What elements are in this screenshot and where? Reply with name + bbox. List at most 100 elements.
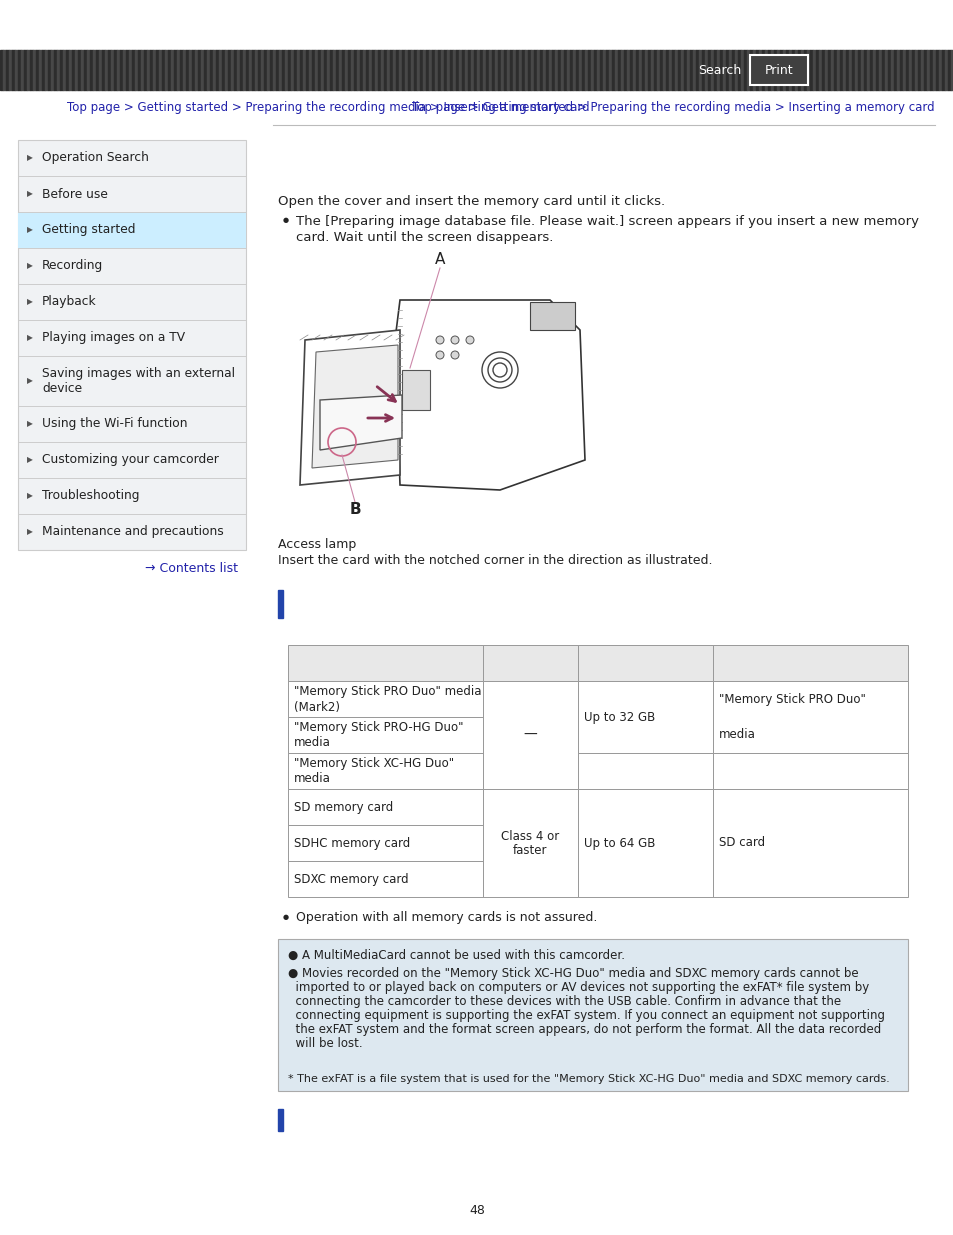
Bar <box>707 49 710 90</box>
Text: ▶: ▶ <box>27 492 33 500</box>
Bar <box>597 49 599 90</box>
Bar <box>872 49 875 90</box>
Bar <box>117 49 120 90</box>
Bar <box>320 49 324 90</box>
Bar <box>108 49 111 90</box>
Text: B: B <box>349 503 360 517</box>
Bar <box>497 49 500 90</box>
Text: → Contents list: → Contents list <box>145 562 237 574</box>
Bar <box>27 49 30 90</box>
Bar <box>713 49 717 90</box>
Bar <box>599 49 602 90</box>
Bar <box>273 49 275 90</box>
Bar <box>252 49 254 90</box>
Bar <box>944 49 947 90</box>
Bar <box>464 49 468 90</box>
Bar <box>578 753 712 789</box>
Bar <box>482 49 485 90</box>
Bar <box>233 49 236 90</box>
Bar <box>309 49 312 90</box>
Bar <box>537 49 539 90</box>
Bar <box>345 49 348 90</box>
Bar <box>605 49 608 90</box>
Bar <box>569 49 573 90</box>
Bar <box>875 49 878 90</box>
Bar <box>578 789 712 897</box>
Circle shape <box>436 336 443 345</box>
Bar <box>761 49 764 90</box>
Bar <box>578 680 712 753</box>
Bar <box>401 370 430 410</box>
Bar <box>654 49 657 90</box>
Bar <box>803 49 806 90</box>
Bar <box>12 49 15 90</box>
Bar <box>447 49 450 90</box>
Text: "Memory Stick PRO Duo": "Memory Stick PRO Duo" <box>719 693 865 705</box>
Bar <box>590 49 594 90</box>
Bar <box>629 49 633 90</box>
Bar <box>935 49 938 90</box>
Bar <box>950 49 953 90</box>
Bar <box>696 49 699 90</box>
Text: Top page > Getting started > Preparing the recording media > Inserting a memory : Top page > Getting started > Preparing t… <box>412 101 934 115</box>
Text: media: media <box>294 736 331 750</box>
Bar <box>749 49 752 90</box>
Text: Operation with all memory cards is not assured.: Operation with all memory cards is not a… <box>295 910 597 924</box>
Bar <box>141 49 144 90</box>
Bar <box>288 718 482 753</box>
Bar <box>639 49 641 90</box>
Bar <box>210 49 213 90</box>
Bar <box>111 49 113 90</box>
Bar <box>602 49 605 90</box>
Bar <box>288 789 482 825</box>
Bar <box>542 49 545 90</box>
Text: device: device <box>42 382 82 394</box>
Bar <box>18 212 246 248</box>
Text: connecting equipment is supporting the exFAT system. If you connect an equipment: connecting equipment is supporting the e… <box>288 1009 884 1023</box>
Text: Customizing your camcorder: Customizing your camcorder <box>42 453 218 467</box>
Bar <box>644 49 647 90</box>
Bar <box>608 49 612 90</box>
Bar <box>173 49 177 90</box>
Text: Playback: Playback <box>42 295 96 309</box>
Bar <box>426 49 429 90</box>
Bar <box>782 49 785 90</box>
Bar <box>341 49 345 90</box>
Bar <box>282 49 285 90</box>
Bar <box>818 49 821 90</box>
Bar <box>419 49 422 90</box>
Bar <box>18 140 246 550</box>
Bar <box>168 49 171 90</box>
Bar <box>495 49 497 90</box>
Bar <box>492 49 495 90</box>
Bar <box>710 49 713 90</box>
Bar <box>516 49 518 90</box>
Bar <box>429 49 432 90</box>
Bar <box>324 49 327 90</box>
Bar <box>581 49 584 90</box>
Bar <box>236 49 240 90</box>
Text: ▶: ▶ <box>27 420 33 429</box>
Bar <box>482 645 578 680</box>
Bar <box>704 49 707 90</box>
Bar <box>405 49 408 90</box>
Bar <box>552 49 555 90</box>
Bar <box>129 49 132 90</box>
Bar <box>254 49 257 90</box>
Bar <box>215 49 219 90</box>
Bar <box>657 49 659 90</box>
Text: The [Preparing image database file. Please wait.] screen appears if you insert a: The [Preparing image database file. Plea… <box>295 215 918 228</box>
Bar <box>99 49 102 90</box>
Bar <box>48 49 51 90</box>
Bar <box>524 49 527 90</box>
Bar <box>947 49 950 90</box>
Bar <box>521 49 524 90</box>
Bar <box>288 49 291 90</box>
Bar <box>120 49 123 90</box>
Bar <box>285 49 288 90</box>
Bar <box>395 49 398 90</box>
Bar <box>78 49 81 90</box>
Text: SD card: SD card <box>719 836 764 850</box>
Bar <box>812 49 815 90</box>
Bar <box>594 49 597 90</box>
